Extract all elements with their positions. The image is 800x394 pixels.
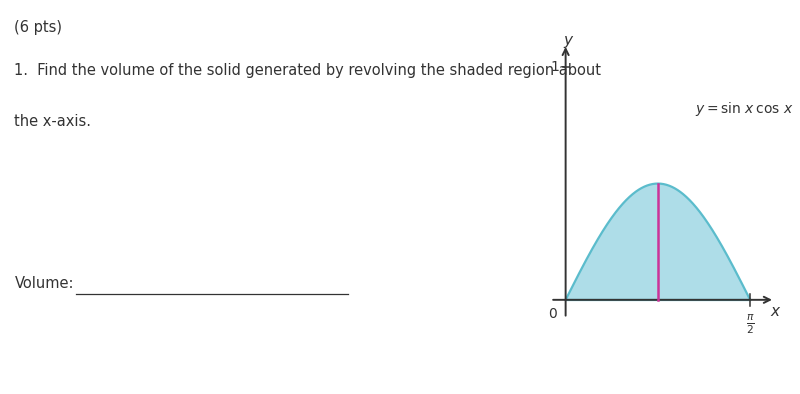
Text: 1: 1: [550, 60, 559, 74]
Text: (6 pts): (6 pts): [14, 20, 62, 35]
Text: $x$: $x$: [770, 304, 782, 319]
Text: $\frac{\pi}{2}$: $\frac{\pi}{2}$: [746, 312, 754, 336]
Text: $y$: $y$: [563, 34, 575, 50]
Text: the x-axis.: the x-axis.: [14, 114, 91, 129]
Text: 0: 0: [548, 307, 557, 321]
Text: Volume:: Volume:: [14, 276, 74, 291]
Text: 1.  Find the volume of the solid generated by revolving the shaded region about: 1. Find the volume of the solid generate…: [14, 63, 602, 78]
Text: $y = \sin\,x\,\cos\,x$: $y = \sin\,x\,\cos\,x$: [695, 100, 794, 118]
